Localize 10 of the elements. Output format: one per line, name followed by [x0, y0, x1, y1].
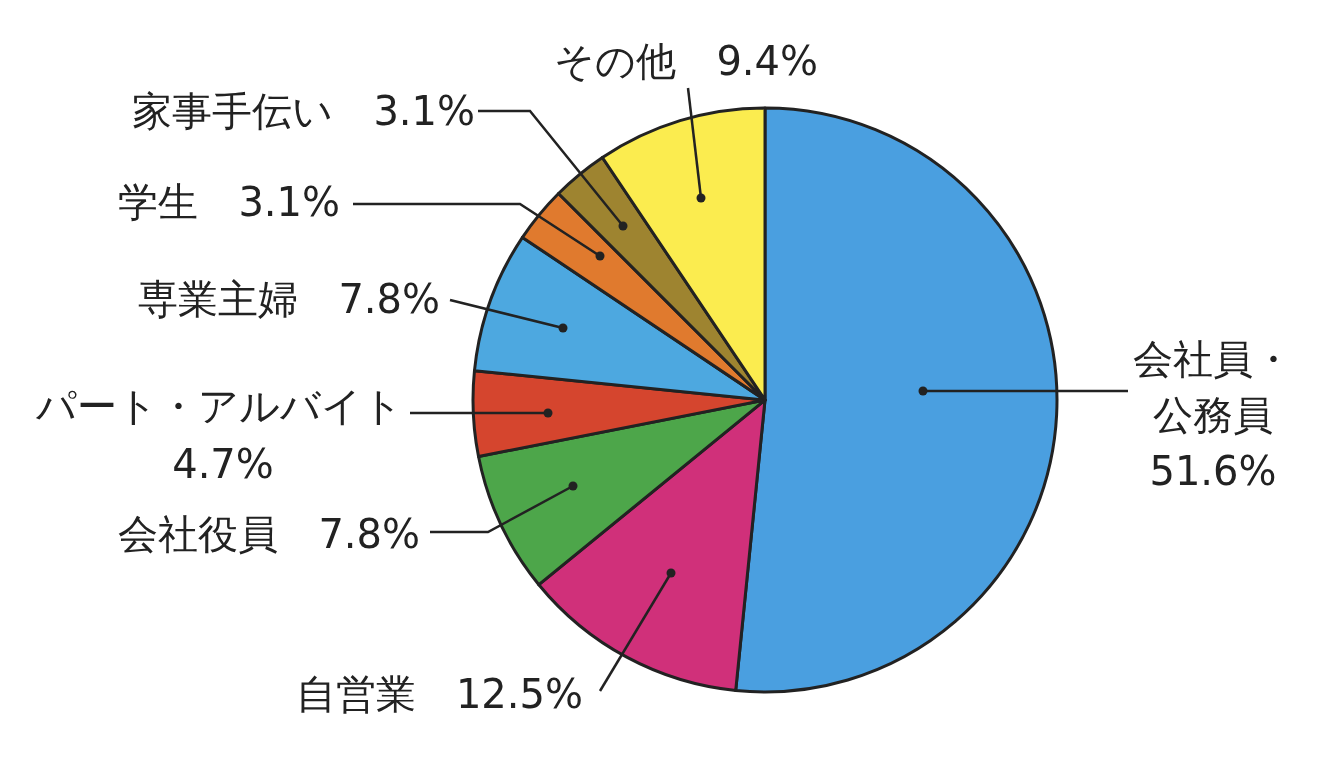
slice-label: 学生 3.1%	[118, 179, 340, 225]
data-label: 4.7%	[172, 441, 274, 487]
data-label: 51.6%	[1149, 448, 1277, 494]
slice-label: その他 9.4%	[554, 38, 818, 84]
slice-label: パート・アルバイト	[35, 383, 403, 429]
slice-label: 会社員・公務員	[1133, 336, 1293, 438]
slice-label: 自営業 12.5%	[295, 671, 583, 717]
slice-label: 専業主婦 7.8%	[138, 276, 440, 322]
slice-label: 家事手伝い 3.1%	[132, 88, 475, 134]
slice-label: 会社役員 7.8%	[118, 511, 420, 557]
